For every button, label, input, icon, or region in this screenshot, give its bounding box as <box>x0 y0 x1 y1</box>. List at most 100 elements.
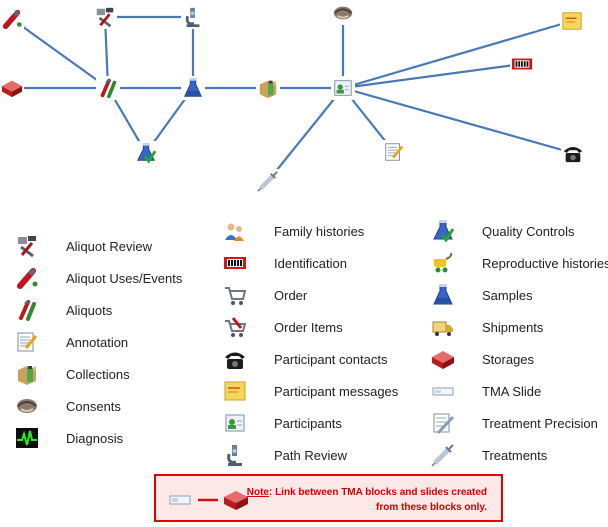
node-aliquot-review[interactable] <box>93 5 117 29</box>
participant-contacts-icon <box>225 352 245 369</box>
node-path-review[interactable] <box>181 5 205 29</box>
legend-icon-holder <box>433 220 455 243</box>
edge-participants-participant-messages <box>342 19 573 90</box>
treatment-precision-icon <box>433 413 455 435</box>
node-consents[interactable] <box>331 1 355 25</box>
order-icon <box>225 287 247 305</box>
diagnosis-icon <box>16 428 38 448</box>
legend-icon-holder <box>225 287 247 305</box>
legend-label: Shipments <box>482 319 544 335</box>
node-collections[interactable] <box>256 76 280 100</box>
legend-icon-holder <box>227 445 242 466</box>
legend-label: Treatment Precision <box>482 415 598 431</box>
legend-icon-holder <box>431 444 454 467</box>
legend-icon-holder <box>433 284 453 305</box>
legend-icon-holder <box>19 299 36 321</box>
node-participants[interactable] <box>331 76 355 100</box>
path-review-icon <box>227 445 242 466</box>
legend-item: Samples <box>430 283 533 307</box>
legend-label: Diagnosis <box>66 430 124 446</box>
edge-aliquot-uses-events-aliquots <box>11 18 109 89</box>
collections-icon <box>18 366 36 385</box>
aliquot-review-icon <box>18 236 36 258</box>
legend-label: Collections <box>66 366 130 382</box>
note-box: Note: Link between TMA blocks and slides… <box>154 474 503 522</box>
legend-label: Reproductive histories <box>482 255 608 271</box>
legend-item: Path Review <box>222 443 347 467</box>
treatments-icon <box>431 444 454 467</box>
aliquot-review-icon <box>96 7 114 28</box>
legend-item: Diagnosis <box>14 426 123 450</box>
legend-icon-holder <box>433 413 455 435</box>
participant-messages-icon <box>224 381 246 401</box>
order-items-icon <box>225 317 247 337</box>
legend-item: TMA Slide <box>430 379 541 403</box>
legend-label: Quality Controls <box>482 223 575 239</box>
legend-icon-holder <box>17 399 37 413</box>
legend-item: Identification <box>222 251 347 275</box>
legend-label: TMA Slide <box>482 383 542 399</box>
node-annotation[interactable] <box>382 140 406 164</box>
tma-slide-icon <box>432 387 454 396</box>
samples-icon <box>184 77 202 97</box>
legend-item: Aliquots <box>14 298 112 322</box>
legend-icon-holder <box>18 236 36 258</box>
path-review-icon <box>185 7 200 28</box>
legend-label: Order <box>274 287 308 303</box>
legend-item: Storages <box>430 347 534 371</box>
legend-label: Participants <box>274 415 342 431</box>
edge-participants-treatments <box>267 87 344 182</box>
legend-icon-holder <box>17 332 38 352</box>
aliquot-uses-events-icon <box>17 268 38 289</box>
node-participant-contacts[interactable] <box>561 141 585 165</box>
legend-icon-holder <box>434 252 453 273</box>
quality-controls-icon <box>137 142 157 164</box>
node-participant-messages[interactable] <box>560 9 584 33</box>
reproductive-histories-icon <box>434 252 453 273</box>
note-text: Note: Link between TMA blocks and slides… <box>227 485 487 515</box>
legend-item: Quality Controls <box>430 219 574 243</box>
legend-label: Order Items <box>274 319 343 335</box>
legend-icon-holder <box>432 387 454 396</box>
participant-messages-icon <box>562 12 582 30</box>
family-histories-icon <box>225 223 244 241</box>
legend-item: Participants <box>222 411 342 435</box>
storages-icon <box>432 351 454 369</box>
legend-label: Aliquot Uses/Events <box>66 270 183 286</box>
node-quality-controls[interactable] <box>134 141 158 165</box>
legend-item: Shipments <box>430 315 543 339</box>
diagram-nodes <box>0 1 585 193</box>
node-identification[interactable] <box>510 52 534 76</box>
legend-label: Annotation <box>66 334 129 350</box>
legend-icon-holder <box>225 414 245 432</box>
storages-icon <box>224 491 248 510</box>
identification-icon <box>511 58 533 70</box>
participants-icon <box>334 80 352 96</box>
legend-icon-holder <box>225 352 245 369</box>
node-treatments[interactable] <box>256 169 280 193</box>
node-samples[interactable] <box>181 76 205 100</box>
node-aliquot-uses-events[interactable] <box>0 7 24 31</box>
legend-label: Participant messages <box>274 383 399 399</box>
legend-icon-holder <box>224 257 246 269</box>
storages-icon <box>1 80 23 98</box>
node-aliquots[interactable] <box>96 76 120 100</box>
annotation-icon <box>385 143 404 161</box>
legend-item: Treatment Precision <box>430 411 598 435</box>
node-storages[interactable] <box>0 76 24 100</box>
participant-contacts-icon <box>563 147 583 163</box>
legend-icon-holder <box>225 223 244 241</box>
legend-icon-holder <box>432 321 453 336</box>
treatments-icon <box>257 171 278 192</box>
legend-icon-holder <box>224 381 246 401</box>
legend-label: Samples <box>482 287 533 303</box>
legend-item: Collections <box>14 362 130 386</box>
consents-icon <box>17 399 37 413</box>
legend-icon-holder <box>225 317 247 337</box>
edge-participants-participant-contacts <box>342 86 574 155</box>
note-link-icons <box>169 491 248 510</box>
legend-item: Treatments <box>430 443 547 467</box>
tma-slide-icon <box>169 495 191 505</box>
legend-item: Consents <box>14 394 121 418</box>
